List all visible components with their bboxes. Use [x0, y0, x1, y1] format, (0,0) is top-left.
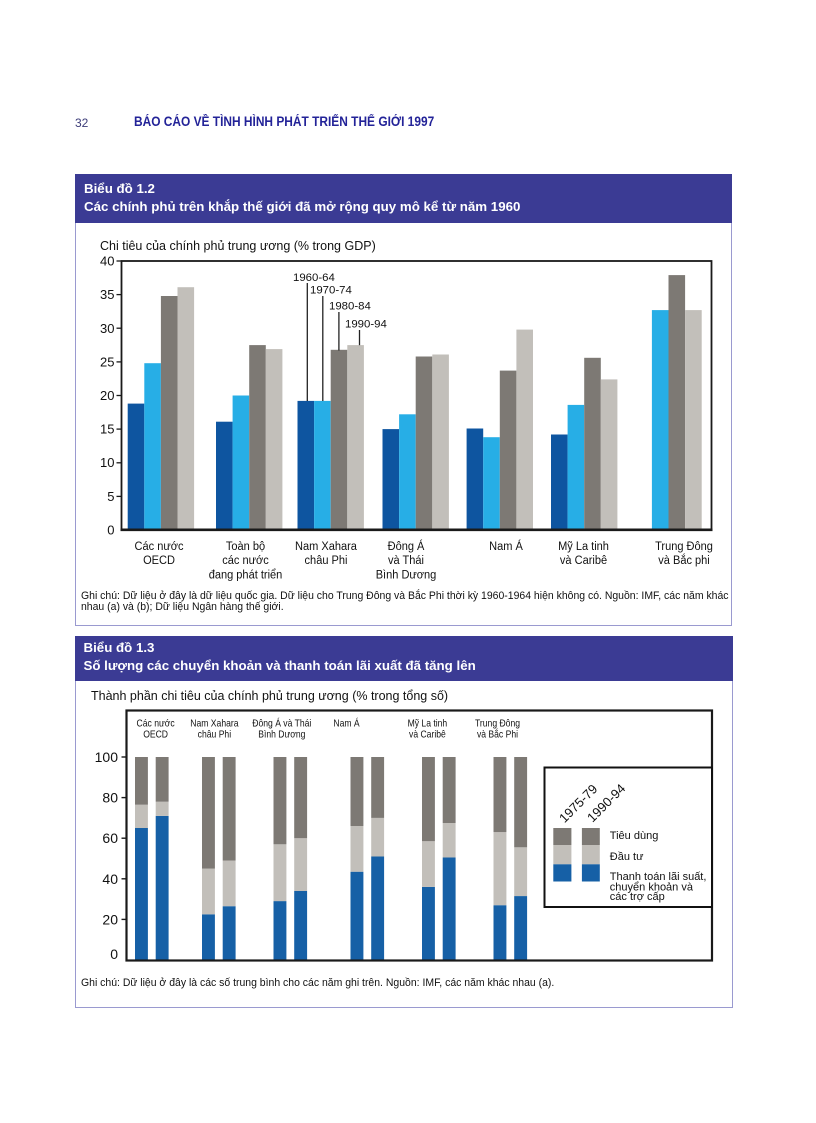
svg-text:100: 100 [95, 749, 119, 765]
svg-text:35: 35 [100, 287, 114, 302]
svg-text:Mỹ La tinh: Mỹ La tinh [408, 718, 448, 729]
svg-text:các nước: các nước [222, 555, 269, 567]
svg-text:và Bắc phi: và Bắc phi [658, 554, 709, 568]
svg-text:80: 80 [102, 790, 118, 806]
svg-text:40: 40 [100, 254, 114, 269]
svg-text:chuyển khoản và: chuyển khoản và [610, 882, 694, 894]
svg-text:Nam Á: Nam Á [489, 540, 523, 554]
svg-text:các trợ cấp: các trợ cấp [610, 891, 665, 903]
svg-text:Toàn bộ: Toàn bộ [226, 541, 265, 553]
svg-text:10: 10 [100, 455, 114, 470]
svg-text:Đầu tư: Đầu tư [610, 851, 644, 863]
svg-text:25: 25 [100, 354, 114, 369]
svg-text:Các nước: Các nước [137, 718, 175, 729]
svg-text:Nam Xahara: Nam Xahara [295, 541, 357, 553]
svg-text:Chi tiêu của chính phủ trung ư: Chi tiêu của chính phủ trung ương (% tro… [100, 239, 376, 253]
svg-text:OECD: OECD [143, 729, 168, 740]
svg-text:1960-64: 1960-64 [293, 272, 335, 284]
svg-text:và Thái: và Thái [388, 555, 424, 567]
svg-text:0: 0 [110, 946, 118, 962]
svg-text:1970-74: 1970-74 [310, 285, 352, 297]
svg-text:Thanh toán lãi suất,: Thanh toán lãi suất, [610, 871, 707, 883]
svg-text:1990-94: 1990-94 [345, 319, 387, 331]
svg-text:Bình Dương: Bình Dương [258, 729, 305, 740]
svg-text:40: 40 [102, 871, 118, 887]
svg-text:Bình Dương: Bình Dương [376, 569, 437, 581]
svg-text:Các nước: Các nước [135, 541, 184, 553]
svg-text:0: 0 [107, 523, 114, 538]
svg-text:Nam Xahara: Nam Xahara [190, 718, 239, 729]
svg-text:Trung Đông: Trung Đông [475, 718, 520, 729]
svg-text:5: 5 [107, 489, 114, 504]
svg-text:và Bắc Phi: và Bắc Phi [477, 729, 518, 740]
svg-text:Tiêu dùng: Tiêu dùng [610, 830, 659, 842]
svg-text:20: 20 [102, 911, 118, 927]
svg-text:Đông Á và Thái: Đông Á và Thái [252, 718, 311, 729]
svg-text:châu Phi: châu Phi [305, 555, 348, 567]
svg-text:Mỹ La tinh: Mỹ La tinh [558, 541, 609, 553]
svg-text:và Caribê: và Caribê [409, 729, 446, 740]
svg-text:Nam Á: Nam Á [333, 718, 360, 729]
svg-text:15: 15 [100, 422, 114, 437]
svg-text:OECD: OECD [143, 555, 175, 567]
svg-text:Trung Đông: Trung Đông [655, 541, 713, 553]
svg-text:Đông Á: Đông Á [388, 540, 425, 554]
svg-text:châu Phi: châu Phi [198, 729, 231, 740]
svg-text:20: 20 [100, 388, 114, 403]
svg-text:60: 60 [102, 830, 118, 846]
svg-text:30: 30 [100, 321, 114, 336]
svg-text:Thành phần chi tiêu của chính: Thành phần chi tiêu của chính phủ trung … [91, 689, 448, 703]
svg-text:đang phát triển: đang phát triển [209, 569, 283, 581]
svg-text:và Caribê: và Caribê [560, 555, 607, 567]
svg-text:1980-84: 1980-84 [329, 301, 371, 313]
